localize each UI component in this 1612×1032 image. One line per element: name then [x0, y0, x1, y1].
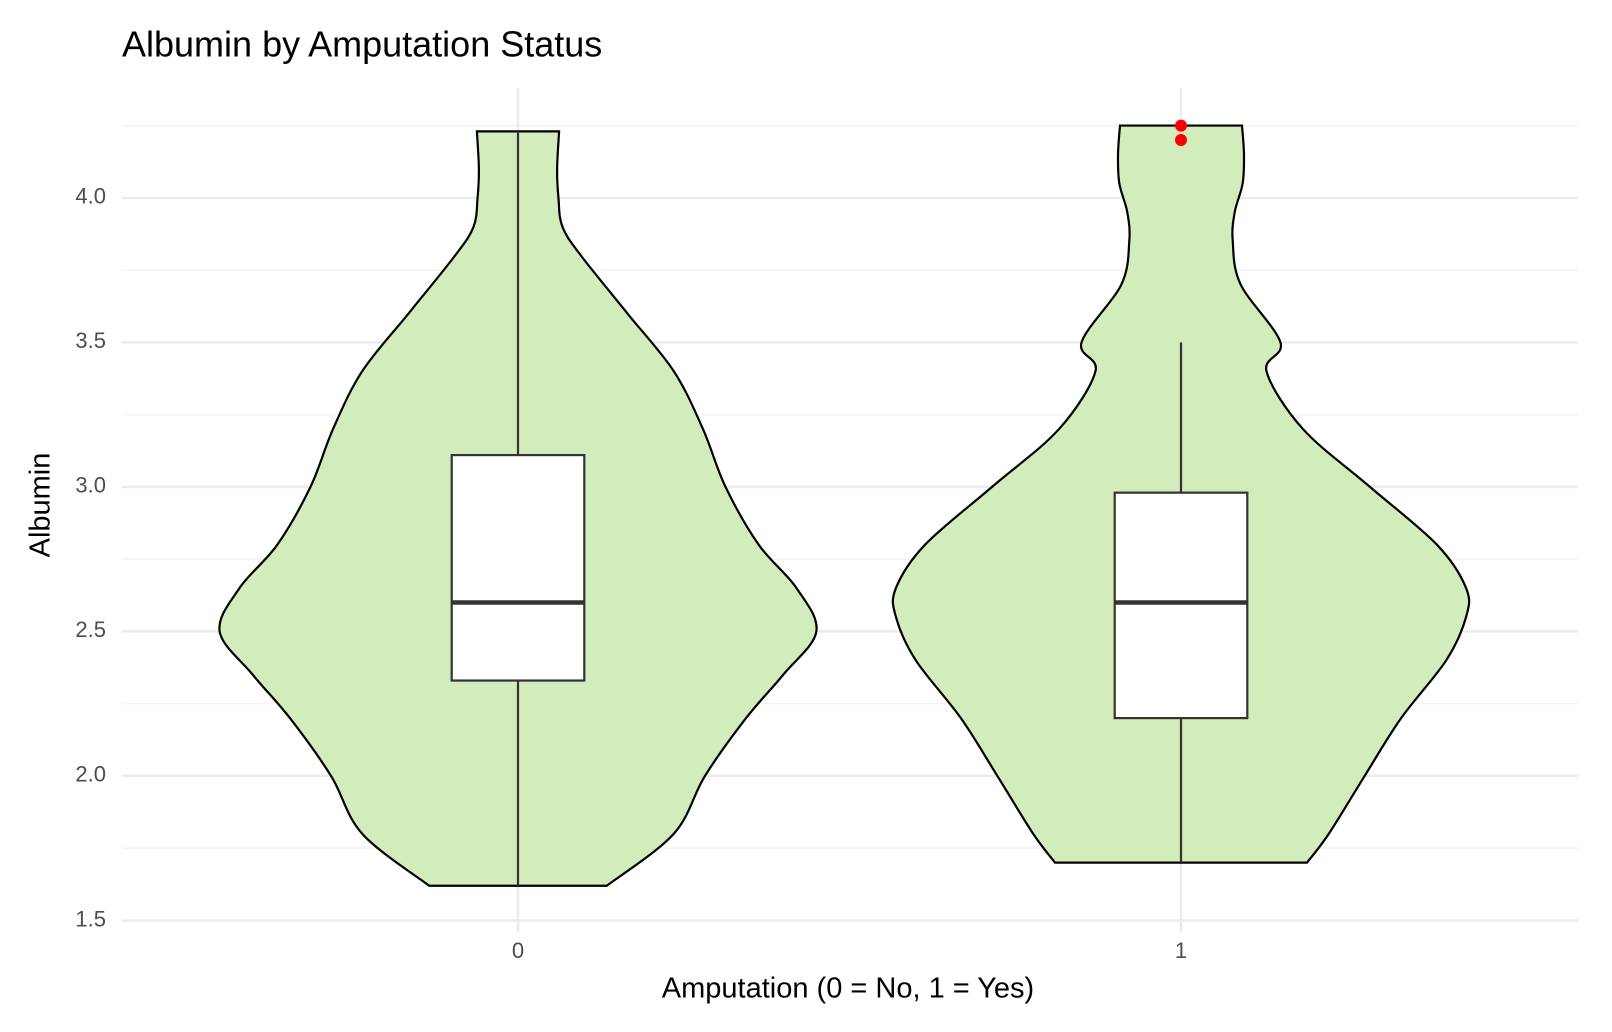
y-tick-label: 3.5 — [75, 328, 106, 353]
outlier — [1175, 119, 1187, 132]
outlier — [1175, 134, 1187, 147]
chart-title: Albumin by Amputation Status — [122, 24, 602, 65]
y-axis-title: Albumin — [25, 453, 57, 558]
box — [450, 453, 586, 682]
y-tick-label: 3.0 — [75, 473, 106, 498]
y-tick-label: 2.5 — [75, 617, 106, 642]
box — [1113, 491, 1249, 720]
y-tick-label: 4.0 — [75, 184, 106, 209]
x-axis-title: Amputation (0 = No, 1 = Yes) — [662, 973, 1034, 1005]
x-tick-label: 1 — [1175, 938, 1187, 963]
y-tick-label: 1.5 — [75, 906, 106, 931]
x-tick-label: 0 — [512, 938, 524, 963]
y-tick-label: 2.0 — [75, 762, 106, 787]
